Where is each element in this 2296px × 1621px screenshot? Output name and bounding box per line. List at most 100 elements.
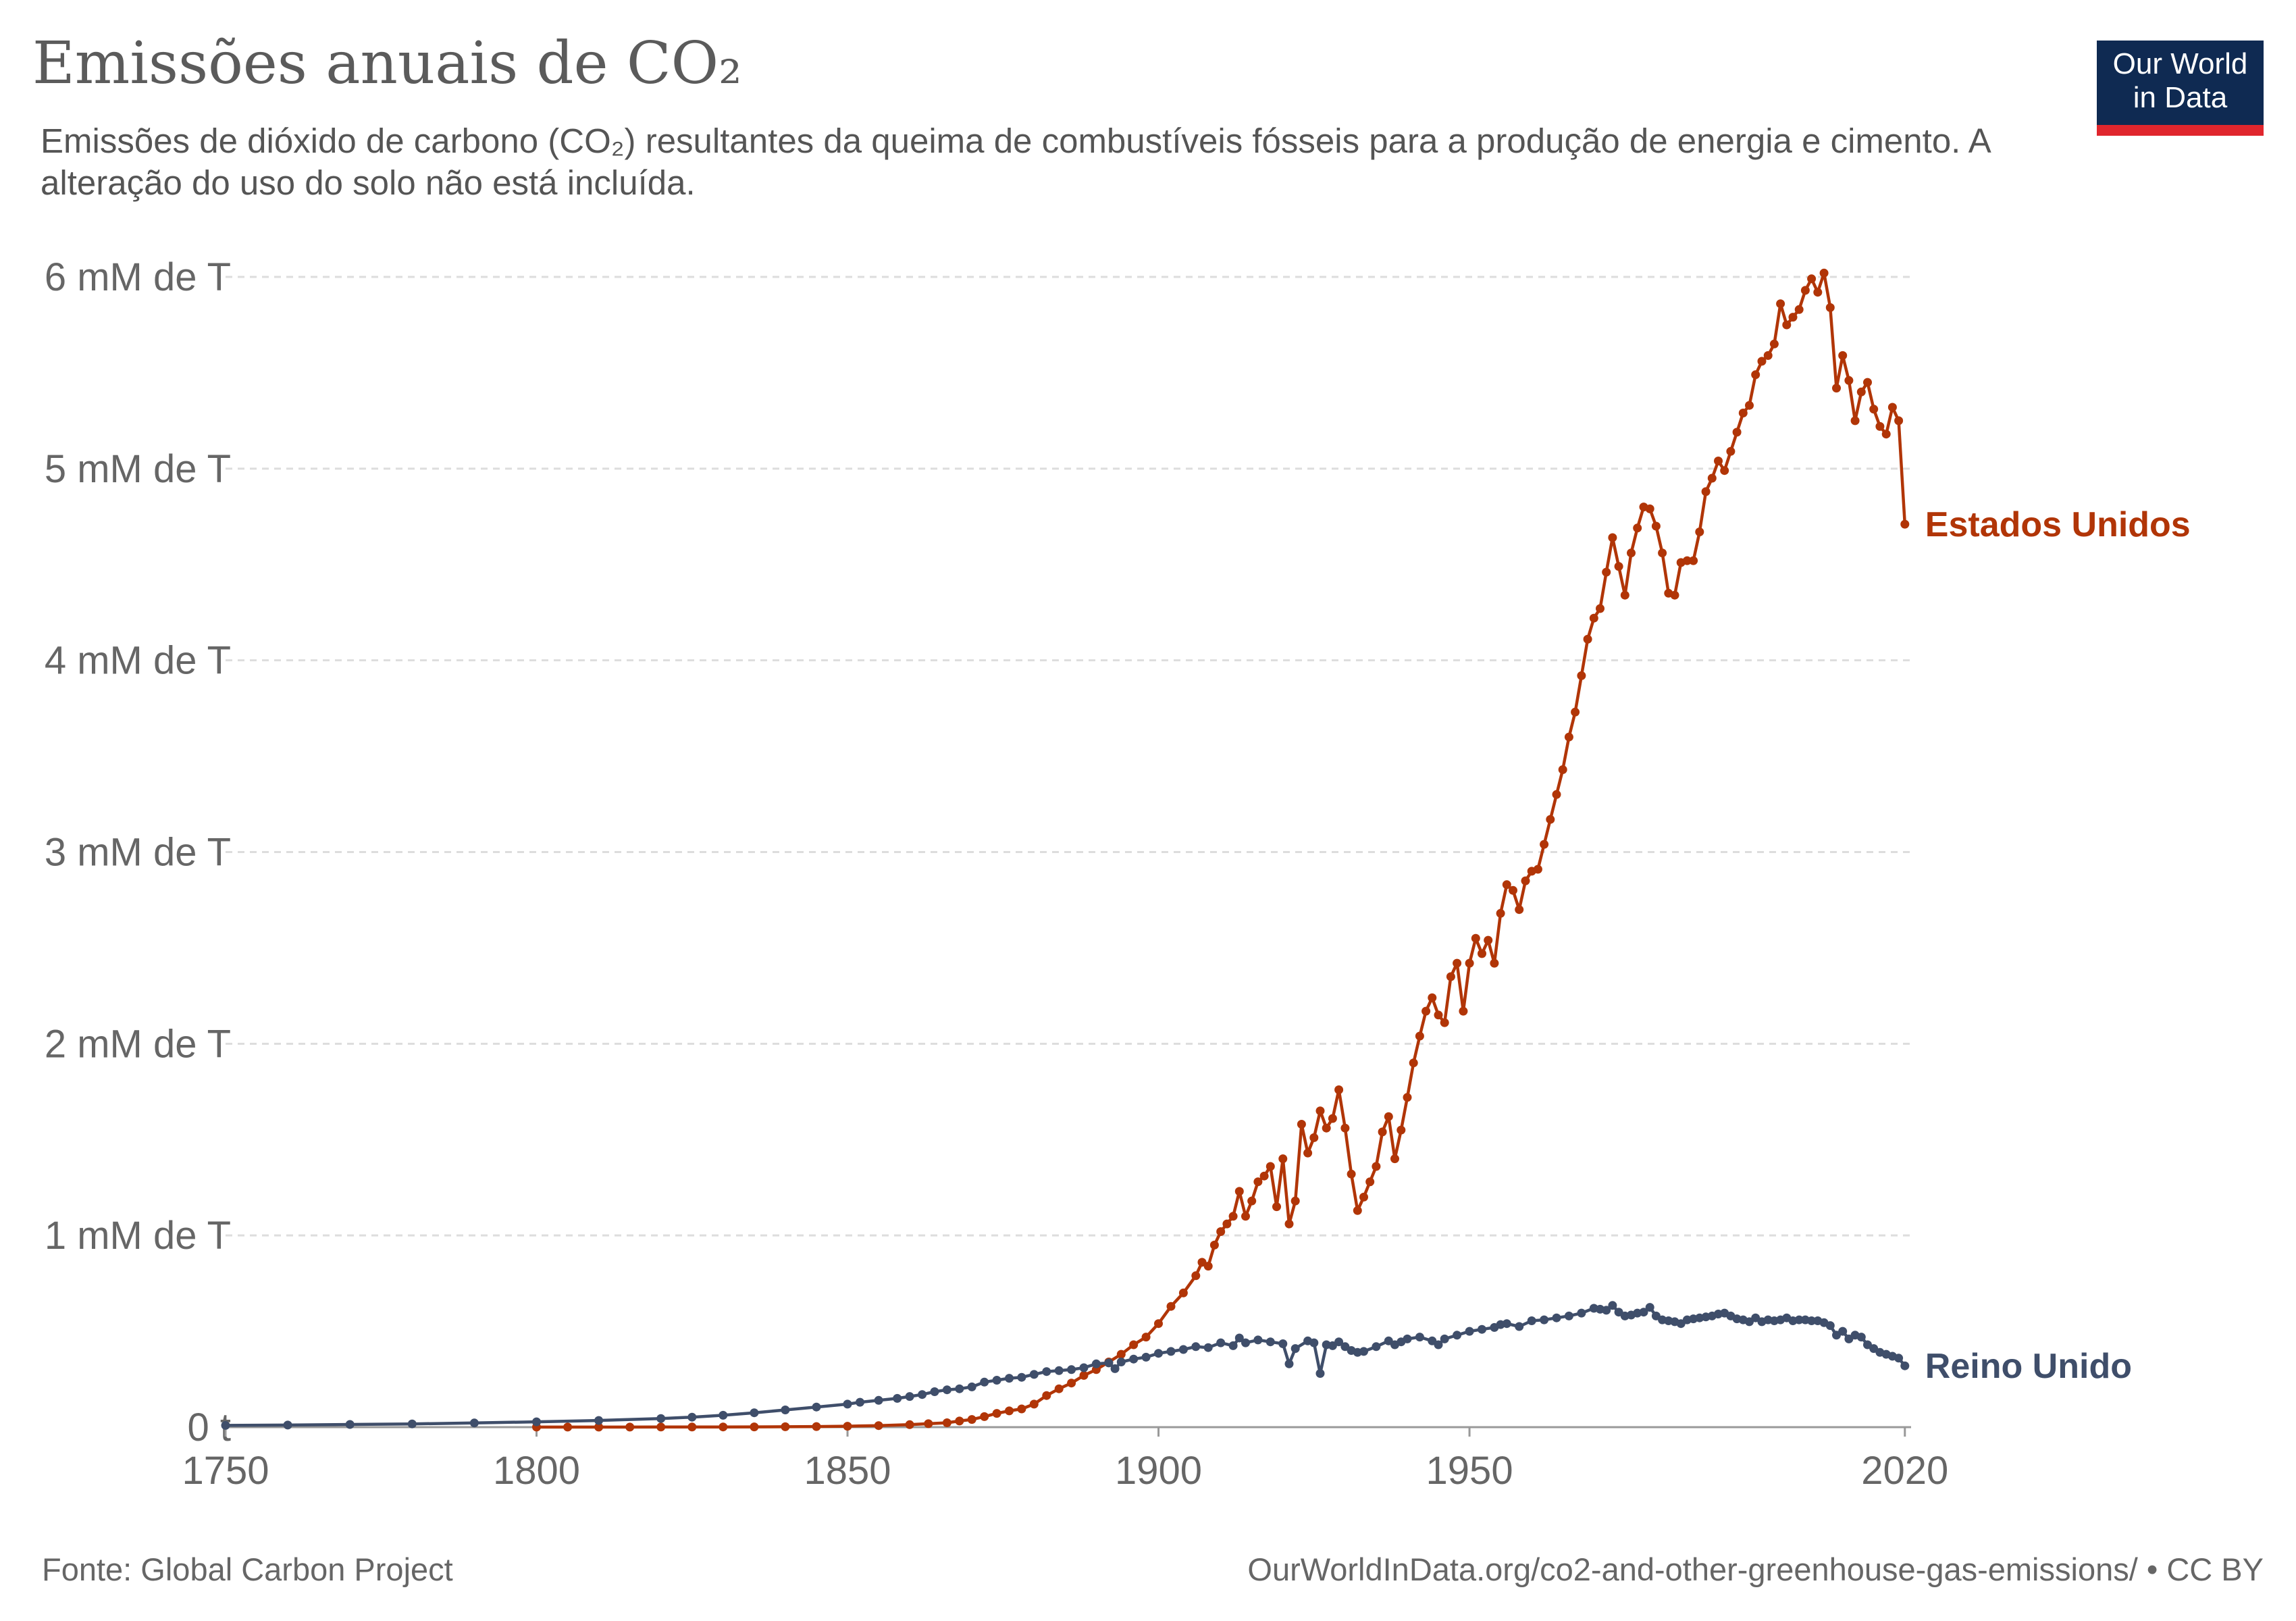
data-point-reino-unido[interactable] bbox=[1309, 1338, 1319, 1347]
data-point-estados-unidos[interactable] bbox=[1216, 1227, 1226, 1236]
data-point-estados-unidos[interactable] bbox=[1869, 405, 1879, 414]
data-point-reino-unido[interactable] bbox=[1403, 1334, 1412, 1343]
data-point-reino-unido[interactable] bbox=[469, 1418, 479, 1428]
data-point-estados-unidos[interactable] bbox=[1751, 370, 1760, 380]
data-point-estados-unidos[interactable] bbox=[1577, 671, 1586, 680]
data-point-reino-unido[interactable] bbox=[719, 1410, 728, 1420]
data-point-reino-unido[interactable] bbox=[1334, 1337, 1344, 1347]
data-point-estados-unidos[interactable] bbox=[980, 1412, 989, 1421]
data-point-reino-unido[interactable] bbox=[1465, 1327, 1474, 1336]
data-point-estados-unidos[interactable] bbox=[1228, 1212, 1238, 1221]
data-point-estados-unidos[interactable] bbox=[1546, 815, 1555, 824]
data-point-reino-unido[interactable] bbox=[1278, 1339, 1288, 1348]
data-point-estados-unidos[interactable] bbox=[1290, 1196, 1300, 1206]
data-point-estados-unidos[interactable] bbox=[1234, 1187, 1244, 1196]
data-point-estados-unidos[interactable] bbox=[1695, 528, 1704, 536]
data-point-estados-unidos[interactable] bbox=[1409, 1058, 1418, 1068]
data-point-estados-unidos[interactable] bbox=[1490, 958, 1499, 968]
data-point-estados-unidos[interactable] bbox=[942, 1418, 951, 1427]
data-point-estados-unidos[interactable] bbox=[1633, 523, 1642, 533]
data-point-estados-unidos[interactable] bbox=[1757, 357, 1767, 366]
data-point-reino-unido[interactable] bbox=[1645, 1303, 1654, 1312]
data-point-reino-unido[interactable] bbox=[1253, 1335, 1263, 1345]
data-point-reino-unido[interactable] bbox=[1825, 1321, 1835, 1331]
data-point-estados-unidos[interactable] bbox=[955, 1416, 964, 1426]
data-point-estados-unidos[interactable] bbox=[1900, 519, 1910, 529]
data-point-estados-unidos[interactable] bbox=[1850, 416, 1860, 426]
data-point-reino-unido[interactable] bbox=[1415, 1333, 1424, 1342]
data-point-estados-unidos[interactable] bbox=[1005, 1406, 1014, 1416]
data-point-estados-unidos[interactable] bbox=[1322, 1123, 1331, 1133]
data-point-estados-unidos[interactable] bbox=[1627, 548, 1636, 558]
data-point-reino-unido[interactable] bbox=[1794, 1315, 1804, 1324]
data-point-estados-unidos[interactable] bbox=[1875, 421, 1885, 431]
data-point-estados-unidos[interactable] bbox=[1807, 274, 1817, 284]
data-point-estados-unidos[interactable] bbox=[1564, 732, 1573, 742]
data-point-estados-unidos[interactable] bbox=[1608, 533, 1617, 542]
data-point-estados-unidos[interactable] bbox=[1384, 1112, 1393, 1121]
data-point-estados-unidos[interactable] bbox=[1558, 765, 1567, 774]
data-point-estados-unidos[interactable] bbox=[1222, 1219, 1232, 1229]
data-point-reino-unido[interactable] bbox=[221, 1420, 230, 1430]
data-point-reino-unido[interactable] bbox=[1434, 1340, 1443, 1349]
data-point-estados-unidos[interactable] bbox=[1347, 1169, 1356, 1179]
data-point-reino-unido[interactable] bbox=[1290, 1344, 1300, 1354]
data-point-estados-unidos[interactable] bbox=[1645, 504, 1654, 513]
data-point-reino-unido[interactable] bbox=[283, 1420, 292, 1430]
data-point-reino-unido[interactable] bbox=[1178, 1345, 1188, 1354]
series-line-reino-unido[interactable] bbox=[225, 1304, 1906, 1427]
data-point-reino-unido[interactable] bbox=[1894, 1354, 1904, 1363]
data-point-estados-unidos[interactable] bbox=[1714, 457, 1723, 465]
data-point-estados-unidos[interactable] bbox=[1284, 1219, 1294, 1229]
data-point-estados-unidos[interactable] bbox=[1365, 1177, 1375, 1187]
data-point-estados-unidos[interactable] bbox=[1272, 1202, 1281, 1212]
data-point-estados-unidos[interactable] bbox=[1819, 268, 1829, 278]
data-point-estados-unidos[interactable] bbox=[1191, 1271, 1201, 1281]
data-point-estados-unidos[interactable] bbox=[1209, 1240, 1219, 1250]
data-point-estados-unidos[interactable] bbox=[1670, 590, 1679, 600]
data-point-estados-unidos[interactable] bbox=[1887, 403, 1897, 412]
data-point-reino-unido[interactable] bbox=[687, 1412, 697, 1422]
data-point-reino-unido[interactable] bbox=[1042, 1367, 1051, 1376]
data-point-estados-unidos[interactable] bbox=[1689, 556, 1698, 565]
data-point-reino-unido[interactable] bbox=[1540, 1315, 1549, 1324]
data-point-reino-unido[interactable] bbox=[874, 1395, 883, 1405]
data-point-estados-unidos[interactable] bbox=[1042, 1391, 1051, 1400]
data-point-reino-unido[interactable] bbox=[1527, 1316, 1536, 1325]
data-point-estados-unidos[interactable] bbox=[1782, 320, 1792, 330]
data-point-estados-unidos[interactable] bbox=[1509, 885, 1517, 895]
data-point-estados-unidos[interactable] bbox=[1247, 1196, 1257, 1206]
data-point-estados-unidos[interactable] bbox=[1397, 1125, 1406, 1135]
data-point-estados-unidos[interactable] bbox=[1378, 1127, 1387, 1137]
data-point-estados-unidos[interactable] bbox=[992, 1409, 1001, 1418]
data-point-estados-unidos[interactable] bbox=[1658, 548, 1667, 558]
data-point-reino-unido[interactable] bbox=[1602, 1306, 1611, 1315]
data-point-estados-unidos[interactable] bbox=[1533, 865, 1542, 874]
data-point-reino-unido[interactable] bbox=[1005, 1374, 1014, 1383]
data-point-reino-unido[interactable] bbox=[918, 1390, 927, 1399]
data-point-reino-unido[interactable] bbox=[1017, 1372, 1026, 1382]
data-point-reino-unido[interactable] bbox=[930, 1387, 939, 1396]
data-point-reino-unido[interactable] bbox=[1228, 1341, 1238, 1350]
data-point-reino-unido[interactable] bbox=[407, 1419, 417, 1429]
data-point-estados-unidos[interactable] bbox=[1745, 401, 1754, 410]
data-point-reino-unido[interactable] bbox=[781, 1406, 790, 1414]
data-point-reino-unido[interactable] bbox=[893, 1393, 902, 1403]
data-point-estados-unidos[interactable] bbox=[1800, 286, 1810, 295]
data-point-estados-unidos[interactable] bbox=[1571, 707, 1580, 717]
data-point-estados-unidos[interactable] bbox=[781, 1422, 790, 1431]
data-point-estados-unidos[interactable] bbox=[563, 1422, 573, 1432]
data-point-estados-unidos[interactable] bbox=[1434, 1010, 1443, 1020]
data-point-estados-unidos[interactable] bbox=[1763, 351, 1773, 360]
data-point-estados-unidos[interactable] bbox=[843, 1422, 852, 1431]
data-point-estados-unidos[interactable] bbox=[1297, 1120, 1306, 1129]
data-point-reino-unido[interactable] bbox=[1166, 1347, 1176, 1356]
data-point-estados-unidos[interactable] bbox=[1017, 1404, 1026, 1414]
data-point-reino-unido[interactable] bbox=[955, 1384, 964, 1393]
data-point-reino-unido[interactable] bbox=[1639, 1308, 1648, 1317]
data-point-estados-unidos[interactable] bbox=[1794, 305, 1804, 314]
data-point-estados-unidos[interactable] bbox=[1788, 313, 1798, 322]
data-point-reino-unido[interactable] bbox=[1234, 1333, 1244, 1343]
data-point-reino-unido[interactable] bbox=[594, 1416, 604, 1425]
data-point-estados-unidos[interactable] bbox=[1825, 303, 1835, 312]
